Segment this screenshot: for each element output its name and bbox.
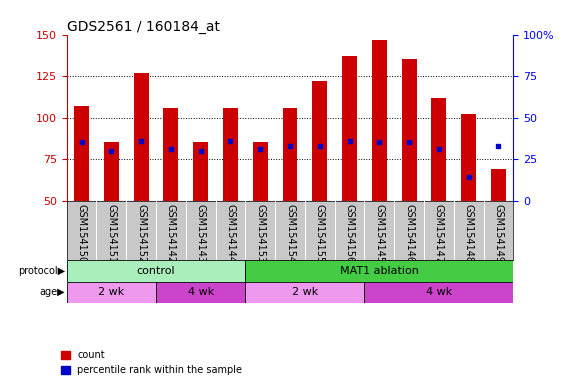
Bar: [245, 281, 364, 303]
Bar: [67, 281, 156, 303]
Text: GSM154144: GSM154144: [226, 204, 235, 263]
Text: age▶: age▶: [39, 288, 65, 298]
Text: GSM154145: GSM154145: [374, 204, 385, 263]
Text: GSM154143: GSM154143: [195, 204, 206, 263]
Bar: [164, 108, 178, 200]
Text: GDS2561 / 160184_at: GDS2561 / 160184_at: [67, 20, 220, 33]
Text: protocol▶: protocol▶: [18, 266, 65, 276]
Text: GSM154146: GSM154146: [404, 204, 414, 263]
Text: GSM154142: GSM154142: [166, 204, 176, 263]
Bar: [156, 281, 245, 303]
Legend: count, percentile rank within the sample: count, percentile rank within the sample: [57, 346, 246, 379]
Bar: [461, 114, 476, 200]
Text: 2 wk: 2 wk: [98, 288, 125, 298]
Bar: [245, 260, 513, 281]
Bar: [133, 73, 148, 200]
Text: GSM154156: GSM154156: [345, 204, 354, 263]
Text: GSM154153: GSM154153: [255, 204, 265, 263]
Text: GSM154152: GSM154152: [136, 204, 146, 263]
Bar: [401, 60, 416, 200]
Bar: [193, 142, 208, 200]
Text: GSM154154: GSM154154: [285, 204, 295, 263]
Bar: [372, 40, 387, 200]
Bar: [312, 81, 327, 200]
Bar: [74, 106, 89, 200]
Bar: [364, 281, 513, 303]
Bar: [282, 108, 298, 200]
Text: 4 wk: 4 wk: [187, 288, 214, 298]
Text: GSM154149: GSM154149: [494, 204, 503, 263]
Bar: [67, 260, 245, 281]
Text: control: control: [137, 266, 175, 276]
Text: GSM154147: GSM154147: [434, 204, 444, 263]
Text: GSM154150: GSM154150: [77, 204, 86, 263]
Text: GSM154151: GSM154151: [106, 204, 117, 263]
Bar: [432, 98, 446, 200]
Text: GSM154148: GSM154148: [463, 204, 474, 263]
Text: 4 wk: 4 wk: [426, 288, 452, 298]
Bar: [253, 142, 268, 200]
Bar: [491, 169, 506, 200]
Bar: [104, 142, 119, 200]
Text: 2 wk: 2 wk: [292, 288, 318, 298]
Text: MAT1 ablation: MAT1 ablation: [340, 266, 419, 276]
Text: GSM154155: GSM154155: [315, 204, 325, 263]
Bar: [342, 56, 357, 200]
Bar: [223, 108, 238, 200]
